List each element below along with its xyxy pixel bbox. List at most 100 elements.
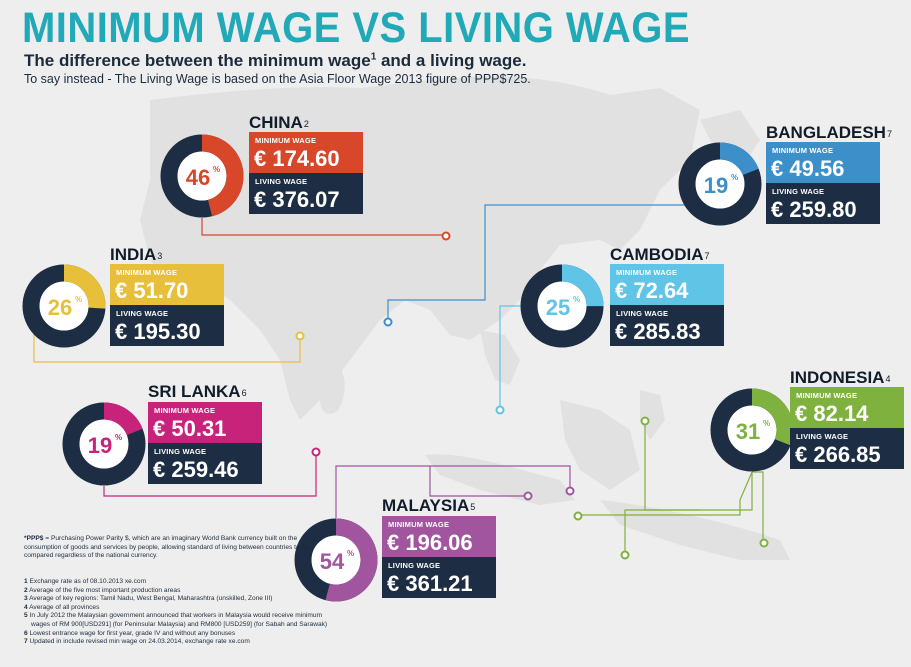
living-wage-panel: LIVING WAGE € 266.85 <box>790 428 904 469</box>
country-name-sri-lanka: SRI LANKA6 <box>148 382 247 401</box>
country-name-indonesia: INDONESIA4 <box>790 368 891 387</box>
subtitle-note: To say instead - The Living Wage is base… <box>24 72 531 86</box>
location-marker-china <box>441 231 451 241</box>
location-marker-bangladesh <box>383 317 393 327</box>
location-marker-malaysia <box>565 486 575 496</box>
connector-line-sri-lanka <box>103 454 317 497</box>
living-wage-panel: LIVING WAGE € 195.30 <box>110 305 224 346</box>
location-marker-sri-lanka <box>311 447 321 457</box>
donut-bangladesh: 19% <box>678 142 762 226</box>
minimum-wage-panel: MINIMUM WAGE € 174.60 <box>249 132 363 173</box>
donut-sri-lanka: 19% <box>62 402 146 486</box>
percent-sign-cambodia: % <box>573 295 580 304</box>
donut-malaysia: 54% <box>294 518 378 602</box>
country-name-india: INDIA3 <box>110 245 163 264</box>
location-marker-cambodia <box>495 405 505 415</box>
percent-label-indonesia: 31 <box>736 419 760 444</box>
minimum-wage-label: MINIMUM WAGE <box>616 268 678 277</box>
minimum-wage-value: € 72.64 <box>615 278 689 303</box>
percent-label-cambodia: 25 <box>546 295 570 320</box>
wage-box-cambodia: MINIMUM WAGE € 72.64 LIVING WAGE € 285.8… <box>610 264 724 346</box>
donut-slice-sri-lanka <box>62 402 146 486</box>
location-marker-extra-1 <box>759 538 769 548</box>
connector-line-extra-1 <box>752 471 764 542</box>
subtitle-main: The difference between the minimum wage <box>24 51 371 70</box>
wage-box-sri-lanka: MINIMUM WAGE € 50.31 LIVING WAGE € 259.4… <box>148 402 262 484</box>
country-name-cambodia: CAMBODIA7 <box>610 245 710 264</box>
living-wage-label: LIVING WAGE <box>772 187 825 196</box>
minimum-wage-label: MINIMUM WAGE <box>116 268 178 277</box>
minimum-wage-panel: MINIMUM WAGE € 196.06 <box>382 516 496 557</box>
minimum-wage-value: € 82.14 <box>795 401 869 426</box>
living-wage-label: LIVING WAGE <box>154 447 207 456</box>
donut-slice-indonesia <box>710 388 794 472</box>
location-marker-indonesia <box>620 550 630 560</box>
donut-china: 46% <box>160 134 244 218</box>
footnote-item: 3 Average of key regions: Tamil Nadu, We… <box>24 595 273 603</box>
minimum-wage-label: MINIMUM WAGE <box>388 520 450 529</box>
connector-line-malaysia <box>335 465 571 518</box>
footnote-item: wages of RM 900[USD291] (for Peninsular … <box>31 620 328 628</box>
wage-box-malaysia: MINIMUM WAGE € 196.06 LIVING WAGE € 361.… <box>382 516 496 598</box>
donut-slice-bangladesh <box>678 142 762 226</box>
donut-india: 26% <box>22 264 106 348</box>
percent-sign-malaysia: % <box>347 549 354 558</box>
percent-sign-china: % <box>213 165 220 174</box>
wage-box-bangladesh: MINIMUM WAGE € 49.56 LIVING WAGE € 259.8… <box>766 142 880 224</box>
living-wage-panel: LIVING WAGE € 361.21 <box>382 557 496 598</box>
minimum-wage-panel: MINIMUM WAGE € 51.70 <box>110 264 224 305</box>
living-wage-label: LIVING WAGE <box>388 561 441 570</box>
minimum-wage-value: € 174.60 <box>254 146 340 171</box>
footnote-item: 2 Average of the five most important pro… <box>24 586 181 594</box>
footnote-item: 7 Updated in include revised min wage on… <box>24 638 250 646</box>
donut-slice-china <box>160 134 244 218</box>
donut-slice-india <box>22 264 106 348</box>
living-wage-value: € 376.07 <box>254 187 340 212</box>
footnote-item: 1 Exchange rate as of 08.10.2013 xe.com <box>24 578 147 585</box>
donut-indonesia: 31% <box>710 388 794 472</box>
footnote-item: 6 Lowest entrance wage for first year, g… <box>24 629 236 637</box>
minimum-wage-panel: MINIMUM WAGE € 50.31 <box>148 402 262 443</box>
living-wage-panel: LIVING WAGE € 259.80 <box>766 183 880 224</box>
living-wage-value: € 361.21 <box>387 571 473 596</box>
minimum-wage-value: € 49.56 <box>771 156 845 181</box>
country-name-bangladesh: BANGLADESH7 <box>766 123 892 142</box>
living-wage-label: LIVING WAGE <box>616 309 669 318</box>
minimum-wage-value: € 196.06 <box>387 530 473 555</box>
living-wage-label: LIVING WAGE <box>255 177 308 186</box>
footnote-item: 4 Average of all provinces <box>24 603 100 611</box>
subtitle-tail: and a living wage. <box>376 51 527 70</box>
living-wage-value: € 266.85 <box>795 442 881 467</box>
footnote-item: 5 In July 2012 the Malaysian government … <box>24 612 322 620</box>
minimum-wage-label: MINIMUM WAGE <box>255 136 317 145</box>
subtitle-footnote-ref: 1 <box>370 51 377 63</box>
minimum-wage-label: MINIMUM WAGE <box>772 146 834 155</box>
location-marker-india <box>295 331 305 341</box>
donut-slice-cambodia <box>520 264 604 348</box>
percent-sign-indonesia: % <box>763 419 770 428</box>
connector-line-china <box>201 218 446 236</box>
page-title: MINIMUM WAGE VS LIVING WAGE <box>22 4 690 52</box>
minimum-wage-value: € 51.70 <box>115 278 189 303</box>
minimum-wage-label: MINIMUM WAGE <box>796 391 858 400</box>
ppp-footnote: *PPP$ = Purchasing Power Parity $, which… <box>24 535 309 560</box>
country-name-malaysia: MALAYSIA5 <box>382 496 476 515</box>
living-wage-value: € 259.46 <box>153 457 239 482</box>
connector-line-extra-2 <box>644 421 700 511</box>
wage-box-indonesia: MINIMUM WAGE € 82.14 LIVING WAGE € 266.8… <box>790 387 904 469</box>
minimum-wage-value: € 50.31 <box>153 416 227 441</box>
location-marker-extra-0 <box>573 511 583 521</box>
minimum-wage-panel: MINIMUM WAGE € 49.56 <box>766 142 880 183</box>
percent-sign-bangladesh: % <box>731 173 738 182</box>
donut-slice-malaysia <box>294 518 378 602</box>
percent-sign-sri-lanka: % <box>115 433 122 442</box>
living-wage-label: LIVING WAGE <box>796 432 849 441</box>
location-marker-extra-2 <box>640 416 650 426</box>
percent-label-india: 26 <box>48 295 72 320</box>
percent-label-bangladesh: 19 <box>704 173 728 198</box>
connector-line-extra-3 <box>429 466 527 497</box>
footnotes-list: 1 Exchange rate as of 08.10.2013 xe.com … <box>24 578 364 647</box>
percent-label-sri-lanka: 19 <box>88 433 112 458</box>
living-wage-panel: LIVING WAGE € 285.83 <box>610 305 724 346</box>
connector-line-extra-0 <box>578 471 753 516</box>
